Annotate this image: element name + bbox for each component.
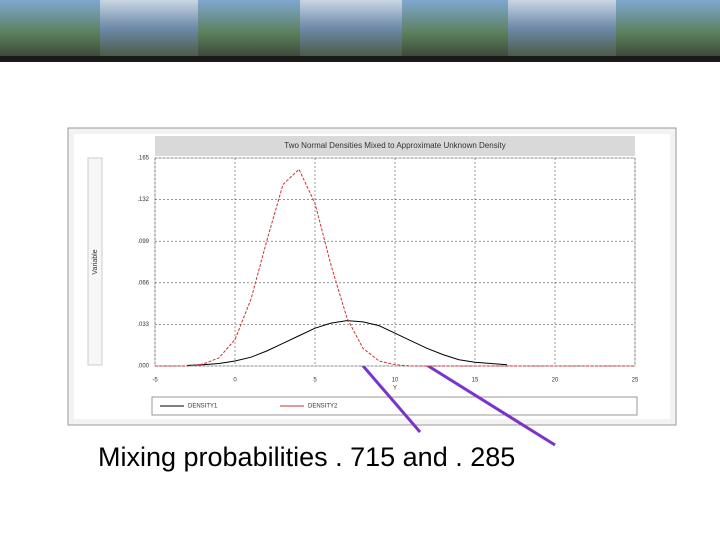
x-tick-label: 5	[313, 378, 317, 384]
x-tick-label: -5	[152, 378, 158, 384]
legend	[151, 396, 638, 416]
y-tick-label: .165	[137, 156, 149, 162]
y-tick-label: .099	[137, 239, 149, 245]
y-tick-label: .033	[137, 322, 149, 328]
x-axis-label: Y	[393, 386, 397, 392]
chart-title: Two Normal Densities Mixed to Approximat…	[284, 141, 505, 150]
x-tick-label: 10	[392, 378, 399, 384]
caption: Mixing probabilities . 715 and . 285	[98, 442, 515, 472]
x-tick-label: 25	[632, 378, 639, 384]
title-bar	[155, 136, 635, 156]
y-axis-label: Variable	[92, 249, 99, 274]
legend-label: DENSITY1	[188, 404, 218, 410]
y-tick-label: .066	[137, 280, 149, 286]
y-tick-label: .000	[137, 364, 149, 370]
x-tick-label: 0	[233, 378, 237, 384]
legend-label: DENSITY2	[308, 404, 338, 410]
x-tick-label: 15	[472, 378, 479, 384]
line	[155, 168, 635, 367]
ylabel-box	[87, 157, 103, 366]
line	[186, 320, 508, 366]
photo-banner	[0, 0, 720, 62]
y-tick-label: .132	[137, 197, 149, 203]
x-tick-label: 20	[552, 378, 559, 384]
